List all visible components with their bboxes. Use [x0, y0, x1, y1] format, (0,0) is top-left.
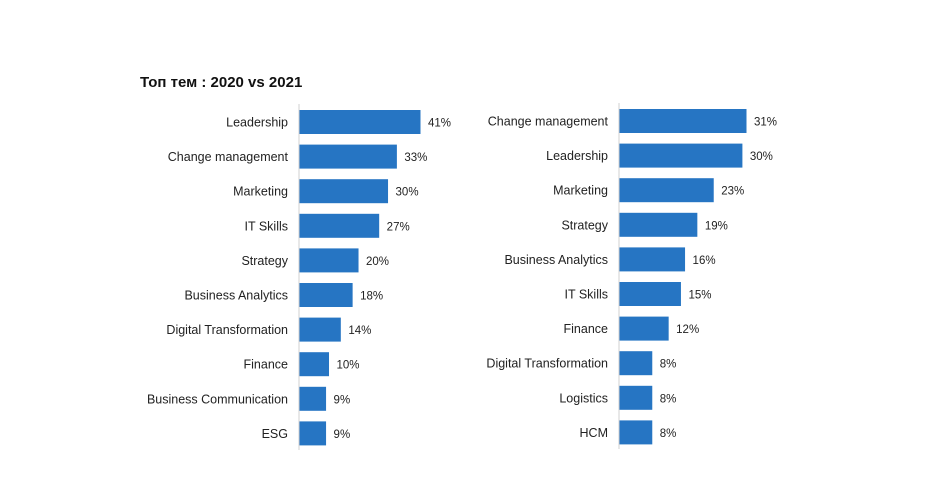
value-label: 30%	[396, 187, 419, 199]
value-label: 33%	[404, 152, 427, 164]
category-label: Business Communication	[147, 392, 288, 406]
value-label: 8%	[660, 359, 677, 371]
category-label: Logistics	[559, 391, 608, 405]
category-label: Leadership	[546, 149, 608, 163]
category-label: IT Skills	[564, 288, 608, 302]
category-label: Strategy	[561, 218, 608, 232]
bar	[299, 248, 359, 273]
value-label: 27%	[387, 221, 410, 233]
bar	[299, 110, 421, 134]
category-label: Change management	[168, 150, 289, 164]
bar-chart-2: Change management 31% Leadership 30% Marketi…	[486, 103, 777, 449]
category-label: Digital Transformation	[166, 323, 288, 337]
bar	[619, 212, 698, 237]
value-label: 10%	[337, 360, 360, 372]
value-label: 8%	[660, 428, 677, 440]
bar	[299, 421, 327, 446]
value-label: 23%	[721, 186, 744, 198]
category-label: HCM	[580, 426, 608, 440]
bar-chart-1: Leadership 41% Change management 33% Marketi…	[147, 104, 451, 450]
bar	[299, 317, 341, 342]
bar	[619, 109, 747, 133]
category-label: Marketing	[553, 184, 608, 198]
category-label: Leadership	[226, 116, 288, 130]
value-label: 15%	[688, 290, 711, 302]
bar	[299, 179, 389, 204]
bar	[299, 144, 397, 169]
value-label: 9%	[334, 429, 351, 441]
category-label: Business Analytics	[504, 253, 608, 267]
value-label: 8%	[660, 393, 677, 405]
category-label: Finance	[244, 358, 289, 372]
value-label: 14%	[348, 325, 371, 337]
bar	[619, 420, 653, 445]
category-label: Change management	[488, 115, 609, 129]
bar	[299, 352, 330, 377]
category-label: Strategy	[241, 254, 288, 268]
category-label: Finance	[564, 322, 609, 336]
category-label: ESG	[262, 427, 288, 441]
value-label: 41%	[428, 118, 451, 130]
value-label: 18%	[360, 291, 383, 303]
value-label: 19%	[705, 220, 728, 232]
bar	[619, 178, 714, 203]
category-label: Business Analytics	[184, 289, 288, 303]
bar	[619, 247, 686, 272]
value-label: 31%	[754, 117, 777, 129]
bar	[299, 283, 353, 307]
bar	[619, 316, 669, 341]
value-label: 20%	[366, 256, 389, 268]
value-label: 30%	[750, 151, 773, 163]
bar	[619, 143, 743, 168]
bar	[299, 213, 380, 238]
bar	[299, 386, 327, 411]
category-label: IT Skills	[244, 219, 288, 233]
value-label: 12%	[676, 324, 699, 336]
chart-title: Топ тем : 2020 vs 2021	[140, 74, 303, 91]
category-label: Marketing	[233, 185, 288, 199]
bar	[619, 351, 653, 376]
bar	[619, 282, 681, 306]
value-label: 16%	[693, 255, 716, 267]
bar	[619, 385, 653, 410]
value-label: 9%	[334, 394, 351, 406]
category-label: Digital Transformation	[486, 357, 608, 371]
